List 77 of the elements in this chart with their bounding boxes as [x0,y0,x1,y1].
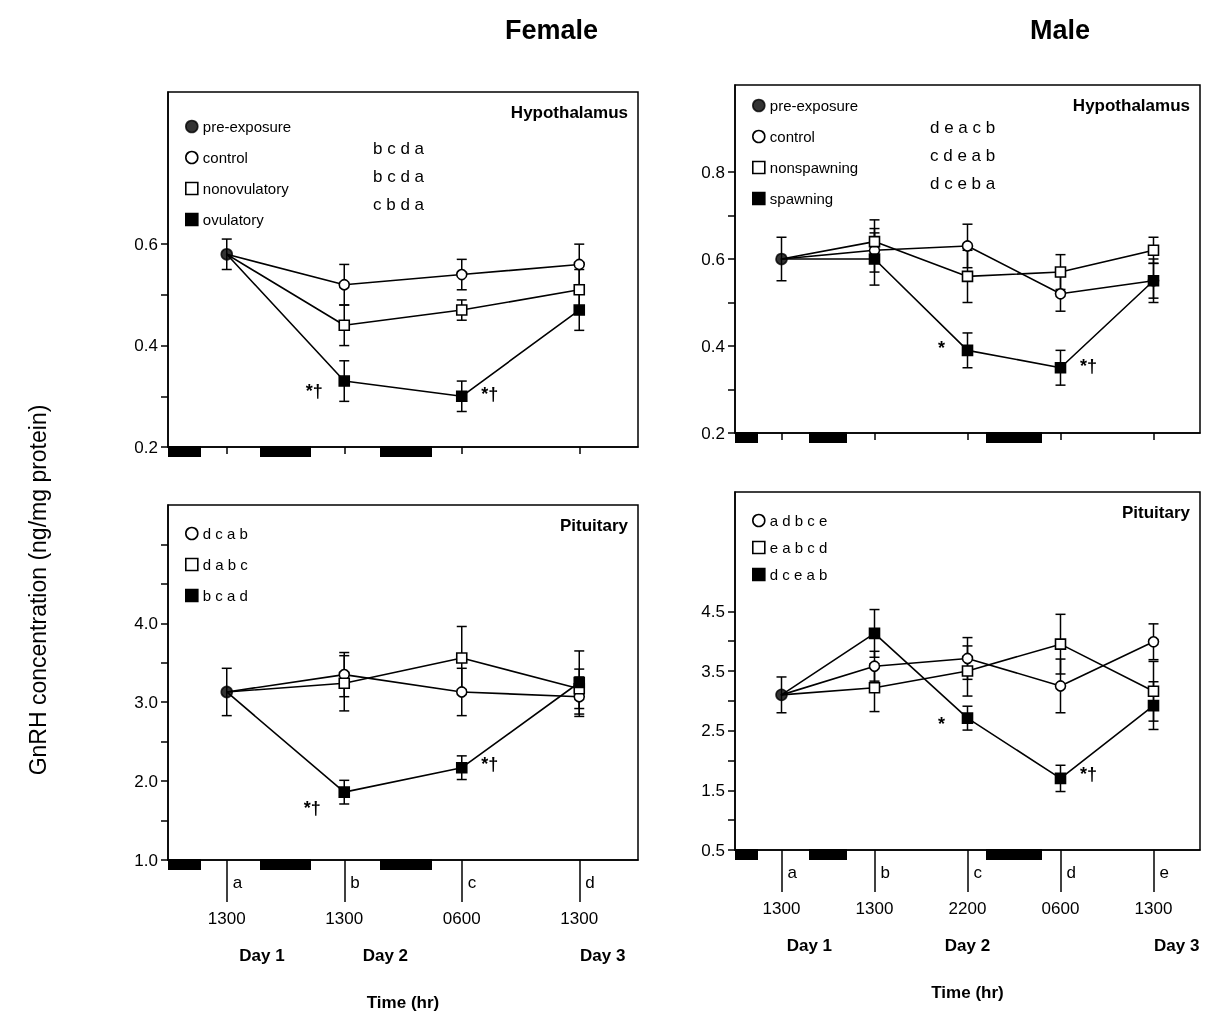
text: Day 1 [786,935,833,955]
text: b [350,872,360,892]
text: e [1159,862,1169,882]
y-tick-label: 0.6 [701,249,725,269]
legend-label: d c e a b [769,566,828,583]
legend-label: d a b c [202,556,249,573]
legend-label: ovulatory [202,211,265,228]
y-tick-label: 0.4 [701,336,725,356]
y-tick-label: 1.0 [134,850,158,870]
y-tick-label: 0.2 [701,423,725,443]
y-tick-label: 3.5 [701,661,725,681]
y-tick-label: 0.8 [701,162,725,182]
legend-label: nonspawning [769,159,859,176]
annotation: * [937,338,946,359]
annotation: b c d a [373,166,425,186]
annotation: c b d a [373,194,425,214]
y-tick-label: 0.4 [134,336,158,356]
x-axis-title: Time (hr) [366,992,440,1012]
legend-label: control [769,128,815,145]
legend-label: d c a b [202,525,248,542]
legend-label: a d b c e [769,512,828,529]
text: a [232,872,243,892]
x-tick-label: 1300 [207,909,246,928]
y-tick-label: 3.0 [134,692,158,712]
text: d [585,872,595,892]
annotation: * [937,714,946,735]
x-tick-label: 1300 [560,909,599,928]
text: c [467,872,477,892]
annotation: *† [303,798,321,819]
x-tick-label: 0600 [442,909,481,928]
x-tick-label: 1300 [1134,899,1173,918]
legend-label: e a b c d [769,539,828,556]
x-tick-label: 0600 [1041,899,1080,918]
y-tick-label: 4.0 [134,613,158,633]
text: d [1066,862,1076,882]
text: Pituitary [559,516,629,535]
legend-label: pre-exposure [769,97,859,114]
legend-label: pre-exposure [202,118,292,135]
text: Pituitary [1121,503,1191,522]
annotation: c d e a b [930,145,996,165]
chart-title: Female [504,14,599,45]
text: Day 2 [944,935,991,955]
legend-label: b c a d [202,587,248,604]
y-axis-title: GnRH concentration (ng/mg protein) [24,404,52,776]
legend-label: nonovulatory [202,180,290,197]
text: b [880,862,890,882]
y-tick-label: 2.5 [701,721,725,741]
text: a [787,862,798,882]
legend-label: control [202,149,248,166]
y-tick-label: 1.5 [701,780,725,800]
x-tick-label: 2200 [948,899,987,918]
text: Hypothalamus [1072,96,1190,115]
annotation: d c e b a [930,173,996,193]
chart-title: Male [1030,14,1091,45]
text: Day 3 [580,945,626,965]
annotation: *† [1079,355,1098,376]
annotation: *† [1079,764,1098,785]
y-tick-label: 0.2 [134,437,158,457]
legend-label: spawning [769,190,834,207]
annotation: *† [305,381,323,402]
y-tick-label: 2.0 [134,771,158,791]
text: Hypothalamus [510,103,628,122]
y-tick-label: 0.5 [701,840,725,860]
annotation: b c d a [373,138,425,158]
x-tick-label: 1300 [762,899,801,918]
y-tick-label: 0.6 [134,234,158,254]
text: Day 1 [239,945,285,965]
annotation: *† [481,753,499,774]
text: Day 2 [362,945,409,965]
y-tick-label: 4.5 [701,601,725,621]
x-tick-label: 1300 [855,899,894,918]
x-axis-title: Time (hr) [931,982,1004,1002]
text: Day 3 [1154,935,1200,955]
text: c [973,862,983,882]
x-tick-label: 1300 [325,909,364,928]
annotation: d e a c b [930,117,996,137]
annotation: *† [481,384,499,405]
